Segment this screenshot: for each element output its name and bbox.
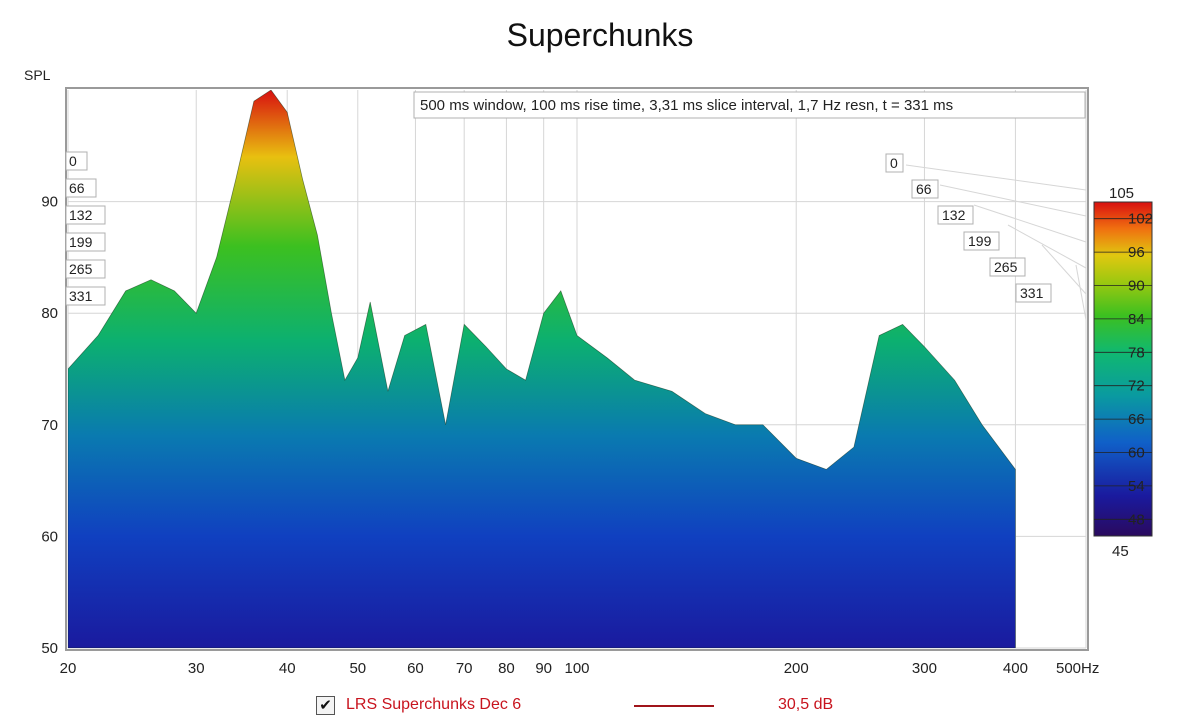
x-axis-ticks: 20 30 40 50 60 70 80 90 100 200 300 400 500Hz xyxy=(60,660,1100,677)
colorbar-tick-label: 84 xyxy=(1128,311,1145,328)
y-tick-label: 90 xyxy=(41,194,58,211)
x-tick-label: 30 xyxy=(188,660,205,677)
time-label-right: 331 xyxy=(1015,283,1052,303)
annotation-text: 500 ms window, 100 ms rise time, 3,31 ms… xyxy=(420,97,953,114)
x-tick-label: 40 xyxy=(279,660,296,677)
time-label-right: 66 xyxy=(911,179,939,199)
y-tick-label: 50 xyxy=(41,640,58,657)
y-tick-label: 60 xyxy=(41,528,58,545)
svg-text:265: 265 xyxy=(994,259,1018,275)
time-label-right: 132 xyxy=(937,205,974,225)
x-tick-label: 60 xyxy=(407,660,424,677)
colorbar-tick-label: 60 xyxy=(1128,445,1145,462)
svg-text:132: 132 xyxy=(942,207,966,223)
time-label-left: 199 xyxy=(65,232,106,252)
y-tick-label: 80 xyxy=(41,305,58,322)
svg-text:66: 66 xyxy=(916,181,932,197)
x-tick-label: 300 xyxy=(912,660,937,677)
svg-text:132: 132 xyxy=(69,207,93,223)
time-label-left: 0 xyxy=(65,151,88,171)
time-label-left: 132 xyxy=(65,205,106,225)
time-label-left: 66 xyxy=(65,178,97,198)
chart-title: Superchunks xyxy=(507,17,694,53)
x-tick-label: 100 xyxy=(564,660,589,677)
x-tick-label: 70 xyxy=(456,660,473,677)
time-label-left: 265 xyxy=(65,259,106,279)
colorbar-tick-label: 96 xyxy=(1128,244,1145,261)
x-tick-label: 20 xyxy=(60,660,77,677)
time-label-left: 331 xyxy=(65,286,106,306)
x-tick-label: 50 xyxy=(349,660,366,677)
time-label-right: 265 xyxy=(989,257,1026,277)
annotation-box xyxy=(413,91,1086,119)
legend-offset: 30,5 dB xyxy=(778,696,834,713)
legend-series-name: LRS Superchunks Dec 6 xyxy=(346,696,522,713)
y-axis-label: SPL xyxy=(24,67,51,83)
y-tick-label: 70 xyxy=(41,417,58,434)
colorbar-min: 45 xyxy=(1112,543,1129,560)
y-axis-ticks: 50 60 70 80 90 xyxy=(41,194,58,657)
colorbar-tick-label: 48 xyxy=(1128,511,1145,528)
svg-text:265: 265 xyxy=(69,261,93,277)
x-tick-label: 400 xyxy=(1003,660,1028,677)
svg-text:0: 0 xyxy=(69,153,77,169)
time-label-right: 199 xyxy=(963,231,1000,251)
svg-text:199: 199 xyxy=(69,234,93,250)
colorbar xyxy=(1093,201,1153,537)
legend: ✔ LRS Superchunks Dec 6 30,5 dB xyxy=(316,694,876,718)
time-label-right: 0 xyxy=(885,153,904,173)
colorbar-tick-label: 72 xyxy=(1128,378,1145,395)
x-tick-label: 80 xyxy=(498,660,515,677)
svg-text:66: 66 xyxy=(69,180,85,196)
colorbar-tick-label: 90 xyxy=(1128,278,1145,295)
legend-checkbox[interactable]: ✔ xyxy=(316,696,335,715)
svg-text:0: 0 xyxy=(890,155,898,171)
x-tick-label: 200 xyxy=(784,660,809,677)
colorbar-tick-label: 54 xyxy=(1128,478,1145,495)
waterfall-slices xyxy=(68,90,1016,648)
colorbar-tick-label: 66 xyxy=(1128,411,1145,428)
x-tick-label: 500Hz xyxy=(1056,660,1099,677)
waterfall-slice xyxy=(68,90,1016,648)
colorbar-max: 105 xyxy=(1109,185,1134,202)
svg-text:331: 331 xyxy=(1020,285,1044,301)
colorbar-tick-label: 102 xyxy=(1128,211,1153,228)
svg-text:199: 199 xyxy=(968,233,992,249)
svg-text:331: 331 xyxy=(69,288,93,304)
colorbar-tick-label: 78 xyxy=(1128,344,1145,361)
colorbar-ticks: 48 54 60 66 72 78 84 90 96 102 xyxy=(1094,211,1153,528)
legend-series-line xyxy=(634,705,714,707)
x-tick-label: 90 xyxy=(535,660,552,677)
